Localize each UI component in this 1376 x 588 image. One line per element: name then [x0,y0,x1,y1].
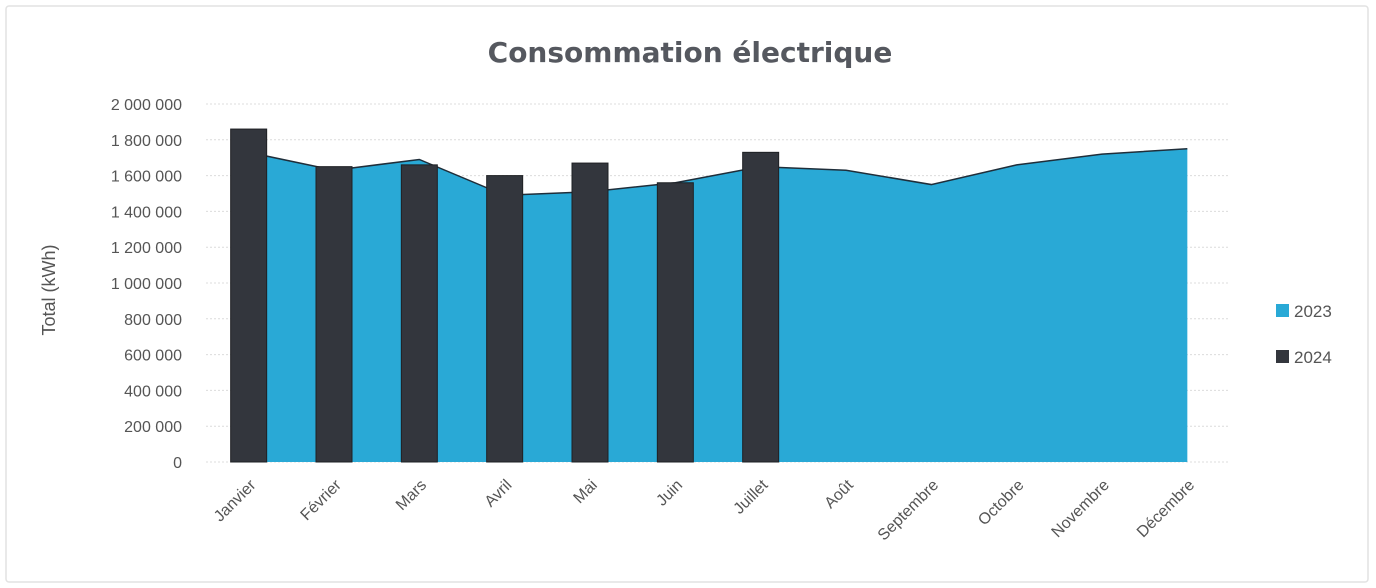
bar-2024-mars [400,164,438,463]
legend-swatch-2023 [1276,304,1289,317]
y-tick-label: 200 000 [124,419,182,436]
legend-label-2023: 2023 [1294,302,1332,321]
bar-2024-janvier [230,128,268,463]
area-series [248,148,1188,462]
legend-swatch-2024 [1276,350,1289,363]
bar-2024-février [315,166,353,463]
y-tick-label: 1 400 000 [111,204,182,221]
area-2023-outline [248,148,1188,197]
y-tick-label: 600 000 [124,348,182,365]
bar-2024-juin [656,182,694,463]
bar-2024-mai [571,162,609,463]
chart-title: Consommation électrique [488,36,893,69]
y-tick-label: 1 800 000 [111,133,182,150]
y-tick-label: 0 [173,455,182,472]
y-tick-label: 800 000 [124,312,182,329]
y-axis-title: Total (kWh) [39,244,59,335]
legend-item-2024: 2024 [1276,348,1332,367]
bar-2024-juillet [742,151,780,463]
legend: 2023 2024 [1276,302,1332,367]
bar-series [230,128,780,463]
y-tick-label: 1 200 000 [111,240,182,257]
y-axis-ticks: 2 000 000 1 800 000 1 600 000 1 400 000 1 20… [111,97,182,472]
y-tick-label: 1 000 000 [111,276,182,293]
legend-item-2023: 2023 [1276,302,1332,321]
legend-label-2024: 2024 [1294,348,1332,367]
area-2023 [248,148,1188,462]
y-tick-label: 2 000 000 [111,97,182,114]
y-tick-label: 400 000 [124,383,182,400]
bar-2024-avril [486,175,524,463]
y-tick-label: 1 600 000 [111,169,182,186]
